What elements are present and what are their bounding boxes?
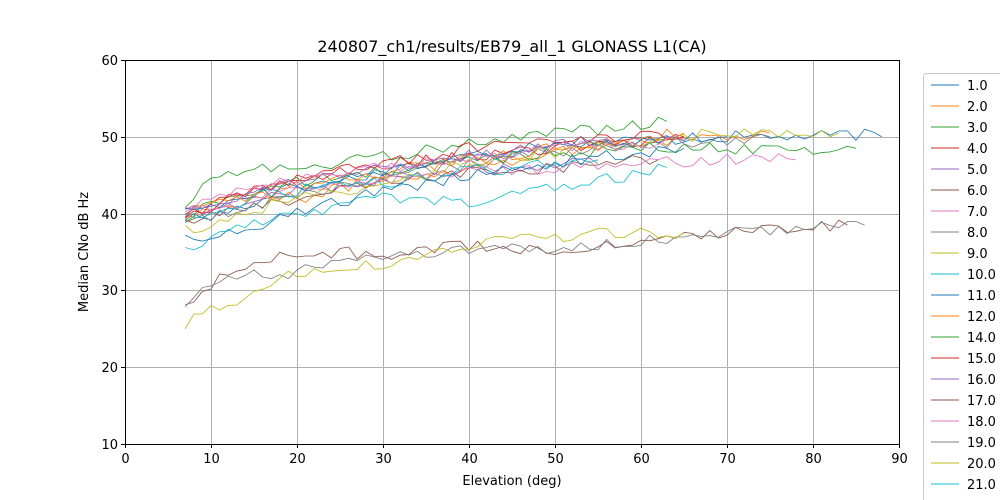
series-line-19-0 — [184, 221, 865, 308]
y-tick-label: 40 — [101, 208, 118, 223]
y-axis-ticks: 10 20 30 40 50 60 — [101, 54, 125, 453]
series-line-9-0 — [184, 128, 839, 234]
y-tick-label: 10 — [101, 438, 118, 453]
series-line-5-0 — [185, 157, 599, 216]
legend-label: 1.0 — [967, 79, 988, 94]
legend-label: 21.0 — [967, 478, 996, 493]
series-line-7-0 — [185, 153, 796, 212]
x-tick-label: 30 — [375, 452, 392, 467]
plot-frame — [125, 60, 900, 445]
legend-label: 10.0 — [967, 268, 996, 283]
legend-label: 11.0 — [967, 289, 996, 304]
x-tick-label: 0 — [121, 452, 129, 467]
series-line-8-0 — [185, 133, 771, 223]
x-tick-label: 50 — [547, 452, 564, 467]
x-tick-label: 70 — [719, 452, 736, 467]
legend-label: 4.0 — [967, 142, 988, 157]
chart-title: 240807_ch1/results/EB79_all_1 GLONASS L1… — [317, 37, 706, 57]
series-line-22-0 — [185, 146, 685, 242]
x-tick-label: 10 — [203, 452, 220, 467]
legend-label: 9.0 — [967, 247, 988, 262]
grid-lines — [125, 60, 900, 445]
series-line-17-0 — [185, 219, 848, 306]
x-tick-label: 90 — [891, 452, 908, 467]
legend-label: 12.0 — [967, 310, 996, 325]
x-tick-label: 80 — [805, 452, 822, 467]
series-line-3-0 — [184, 142, 857, 224]
legend-label: 19.0 — [967, 436, 996, 451]
legend-label: 15.0 — [967, 352, 996, 367]
legend-label: 7.0 — [967, 205, 988, 220]
legend-label: 16.0 — [967, 373, 996, 388]
x-tick-label: 60 — [633, 452, 650, 467]
legend-label: 17.0 — [967, 394, 996, 409]
legend-label: 2.0 — [967, 100, 988, 115]
x-tick-label: 20 — [289, 452, 306, 467]
y-tick-label: 20 — [101, 361, 118, 376]
x-axis-ticks: 0 10 20 30 40 50 60 70 80 90 — [121, 444, 908, 467]
legend-label: 3.0 — [967, 121, 988, 136]
legend: 1.0 2.0 3.0 4.0 5.0 6.0 7.0 8.0 9.0 10.0 11.0 12.0 1… — [923, 73, 1000, 500]
legend-label: 18.0 — [967, 415, 996, 430]
legend-label: 5.0 — [967, 163, 988, 178]
legend-label: 14.0 — [967, 331, 996, 346]
series-line-1-0 — [184, 128, 883, 221]
series-line-16-0 — [184, 137, 642, 218]
legend-label: 8.0 — [967, 226, 988, 241]
series-line-12-0 — [184, 128, 685, 220]
series-line-14-0 — [184, 116, 667, 208]
y-tick-label: 30 — [101, 284, 118, 299]
series-lines — [184, 116, 883, 330]
series-line-20-0 — [184, 227, 685, 330]
x-axis-label: Elevation (deg) — [462, 474, 561, 489]
legend-label: 20.0 — [967, 457, 996, 472]
series-line-18-0 — [185, 135, 685, 212]
legend-box — [923, 73, 1000, 500]
y-tick-label: 60 — [101, 54, 118, 69]
series-line-21-0 — [185, 163, 667, 251]
y-axis-label: Median CNo dB Hz — [77, 192, 92, 312]
y-tick-label: 50 — [101, 131, 118, 146]
series-line-11-0 — [185, 132, 728, 210]
x-tick-label: 40 — [461, 452, 478, 467]
legend-label: 6.0 — [967, 184, 988, 199]
